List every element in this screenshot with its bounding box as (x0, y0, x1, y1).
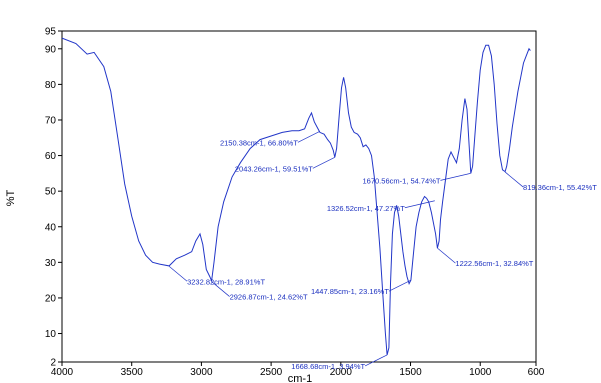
y-tick-label: 10 (45, 329, 57, 340)
annotation-leader (440, 173, 471, 181)
y-axis-ticks: 2 10 20 30 40 50 60 70 80 90 95 (45, 27, 62, 369)
peak-annotation-label: 2926.87cm-1, 24.62%T (230, 293, 308, 302)
x-tick-label: 4000 (51, 367, 74, 378)
x-tick-label: 600 (528, 367, 545, 378)
y-tick-label: 40 (45, 222, 57, 233)
y-tick-label: 50 (45, 187, 57, 198)
peak-annotation-label: 1668.68cm-1, 3.94%T (291, 362, 365, 371)
x-tick-label: 3000 (190, 367, 213, 378)
y-tick-label: 2 (50, 358, 56, 369)
y-tick-label: 95 (45, 27, 57, 38)
x-tick-label: 2500 (260, 367, 283, 378)
x-axis-ticks: 4000 3500 3000 2500 2000 1500 1000 600 (51, 362, 545, 378)
annotation-leader (168, 265, 188, 282)
x-tick-label: 2000 (330, 367, 353, 378)
peak-annotation-label: 1447.85cm-1, 23.16%T (311, 287, 389, 296)
y-tick-label: 80 (45, 80, 57, 91)
x-tick-label: 3500 (121, 367, 144, 378)
y-tick-label: 90 (45, 44, 57, 55)
peak-annotation-label: 2043.26cm-1, 59.51%T (235, 164, 313, 173)
annotation-leader (312, 157, 335, 169)
peak-annotation-label: 819.36cm-1, 55.42%T (523, 183, 597, 192)
annotation-leader (211, 281, 230, 297)
y-tick-label: 30 (45, 258, 57, 269)
y-axis-label: %T (5, 189, 17, 206)
peak-annotation-label: 1326.52cm-1, 47.27%T (327, 204, 405, 213)
annotation-leader (297, 131, 321, 143)
annotation-leader (364, 354, 388, 367)
y-tick-label: 70 (45, 115, 57, 126)
annotation-leader (404, 200, 435, 209)
peak-annotation-label: 1670.56cm-1, 54.74%T (363, 176, 441, 185)
x-tick-label: 1000 (469, 367, 492, 378)
peak-annotation-label: 2150.38cm-1, 66.80%T (220, 138, 298, 147)
x-tick-label: 1500 (399, 367, 422, 378)
peak-annotation-label: 1222.56cm-1, 32.84%T (455, 259, 533, 268)
spectrum-line (61, 37, 531, 356)
peak-annotation-label: 3232.82cm-1, 28.91%T (187, 277, 265, 286)
peak-annotations: 3232.82cm-1, 28.91%T 2926.87cm-1, 24.62%T… (168, 131, 597, 371)
annotation-leader (504, 171, 524, 188)
x-axis-label: cm-1 (288, 373, 312, 383)
plot-area (61, 30, 537, 363)
y-tick-label: 60 (45, 151, 57, 162)
y-tick-label: 20 (45, 293, 57, 304)
annotation-leader (437, 247, 456, 264)
annotation-leader (388, 279, 412, 292)
